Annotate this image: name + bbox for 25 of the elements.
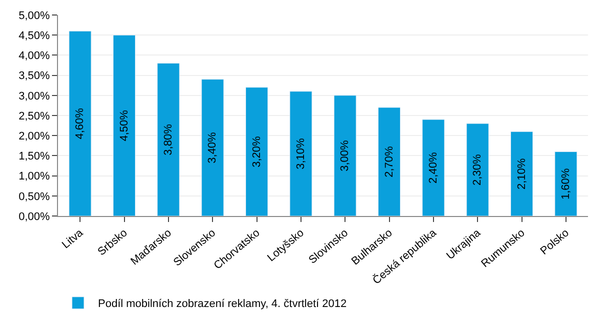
y-tick-label: 0,50% xyxy=(18,190,50,203)
data-label: 1,60% xyxy=(560,168,572,200)
data-label: 3,20% xyxy=(250,136,263,168)
data-label: 4,60% xyxy=(74,108,86,140)
data-label: 3,40% xyxy=(206,132,219,164)
data-label: 3,10% xyxy=(294,138,307,170)
legend-label: Podíl mobilních zobrazení reklamy, 4. čtvrtletí 2012 xyxy=(98,298,347,310)
data-label: 2,30% xyxy=(472,154,484,186)
y-tick-label: 4,50% xyxy=(18,30,50,42)
y-tick-label: 1,00% xyxy=(18,170,50,183)
y-tick-label: 2,00% xyxy=(18,130,50,142)
y-tick-label: 3,00% xyxy=(18,90,50,102)
data-label: 4,50% xyxy=(118,110,130,142)
data-label: 3,00% xyxy=(339,140,352,172)
data-label: 2,70% xyxy=(383,146,396,178)
y-tick-label: 0,00% xyxy=(18,210,50,223)
y-tick-label: 5,00% xyxy=(18,10,50,22)
y-tick-label: 2,50% xyxy=(18,110,50,122)
data-label: 2,40% xyxy=(427,152,440,184)
data-label: 2,10% xyxy=(516,158,528,190)
data-label: 3,80% xyxy=(162,124,174,156)
y-tick-label: 1,50% xyxy=(18,150,50,163)
y-tick-label: 3,50% xyxy=(18,70,50,82)
x-tick-label: Litva xyxy=(60,226,86,252)
y-tick-label: 4,00% xyxy=(18,50,50,62)
